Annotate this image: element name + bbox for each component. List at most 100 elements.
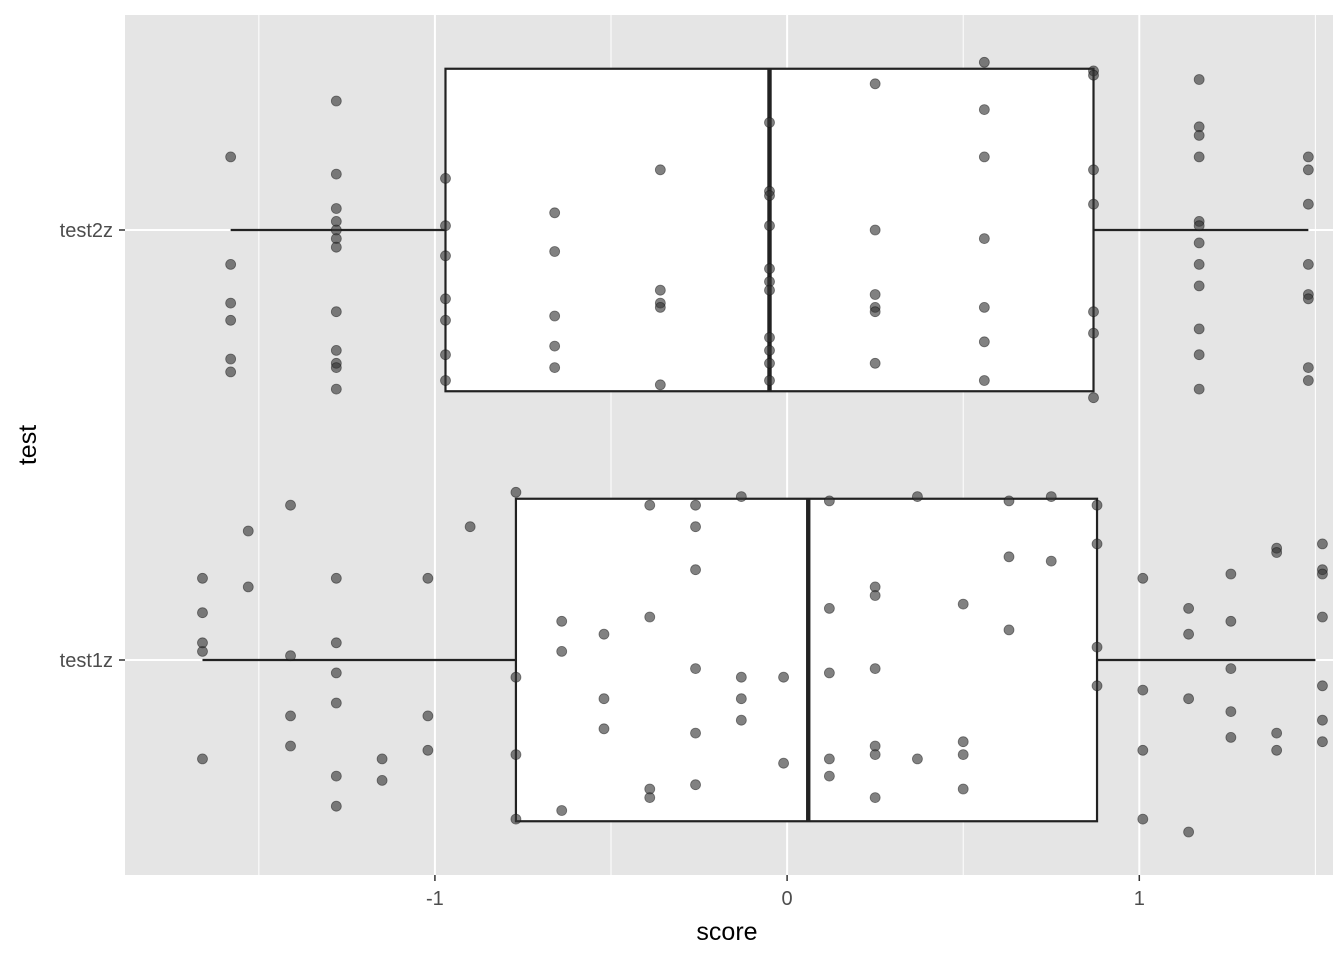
data-point (764, 375, 775, 386)
data-point (330, 697, 342, 709)
data-point (957, 749, 969, 760)
data-point (764, 332, 775, 343)
data-point (690, 663, 701, 674)
data-point (978, 151, 990, 163)
data-point (464, 521, 476, 533)
data-point (978, 375, 990, 386)
data-point (510, 671, 522, 683)
data-point (1193, 323, 1205, 335)
data-point (330, 572, 342, 584)
data-point (285, 499, 296, 511)
data-point (285, 710, 296, 722)
data-point (1193, 129, 1205, 141)
data-point (285, 740, 296, 752)
data-point (330, 344, 342, 356)
data-point (1003, 495, 1015, 507)
data-point (422, 572, 434, 584)
data-point (330, 306, 342, 318)
data-point (1225, 732, 1237, 743)
data-point (225, 297, 237, 309)
data-point (225, 314, 237, 326)
data-point (549, 362, 561, 374)
data-point (1302, 362, 1314, 374)
data-point (510, 813, 522, 825)
x-tick-label: 0 (782, 888, 793, 910)
data-point (1091, 538, 1103, 550)
data-point (690, 564, 701, 576)
data-point (1271, 727, 1283, 739)
data-point (556, 646, 568, 657)
data-point (422, 710, 434, 722)
data-point (912, 753, 923, 765)
data-point (376, 775, 388, 786)
data-point (778, 757, 789, 769)
data-point (823, 770, 835, 782)
x-tick-label: 1 (1134, 888, 1145, 910)
data-point (225, 353, 237, 365)
data-point (978, 301, 990, 313)
data-point (1225, 568, 1237, 580)
data-point (598, 723, 610, 735)
data-point (1088, 164, 1099, 176)
data-point (510, 749, 522, 760)
data-point (644, 499, 656, 511)
data-point (197, 753, 208, 765)
data-point (1302, 151, 1314, 163)
x-tick-label: -1 (426, 888, 444, 910)
data-point (778, 671, 789, 683)
data-point (1183, 826, 1195, 838)
data-point (549, 246, 561, 257)
data-point (330, 637, 342, 649)
data-point (1193, 383, 1205, 395)
axes: -1 0 1 test1z test2z (60, 220, 1145, 910)
data-point (440, 375, 451, 386)
data-point (869, 749, 881, 760)
data-point (1302, 375, 1314, 386)
data-point (823, 603, 835, 614)
data-point (330, 362, 342, 374)
data-point (978, 104, 990, 115)
data-point (1271, 547, 1283, 558)
data-point (978, 233, 990, 245)
data-point (242, 581, 254, 593)
data-point (556, 615, 568, 627)
data-point (549, 340, 561, 352)
data-point (1091, 680, 1103, 692)
data-point (1302, 198, 1314, 210)
x-axis-title: score (696, 918, 757, 946)
data-point (1183, 603, 1195, 614)
data-point (1225, 706, 1237, 717)
data-point (1088, 198, 1099, 210)
data-point (1045, 491, 1057, 503)
data-point (644, 792, 656, 803)
data-point (1193, 74, 1205, 85)
data-point (1317, 680, 1328, 692)
data-point (654, 164, 666, 176)
data-point (1271, 744, 1283, 756)
data-point (823, 753, 835, 765)
data-point (1088, 306, 1099, 318)
data-point (690, 727, 701, 739)
data-point (556, 805, 568, 816)
y-tick-label: test2z (60, 220, 113, 242)
data-point (957, 736, 969, 748)
data-point (869, 357, 881, 369)
data-point (330, 667, 342, 679)
data-point (1317, 611, 1328, 623)
data-point (764, 190, 775, 202)
data-point (1193, 258, 1205, 270)
data-point (1137, 813, 1149, 825)
data-point (440, 293, 451, 305)
data-point (1003, 624, 1015, 636)
data-point (1317, 736, 1328, 748)
data-point (1225, 615, 1237, 627)
data-point (440, 314, 451, 326)
data-point (690, 779, 701, 791)
data-point (869, 306, 881, 318)
data-point (197, 572, 208, 584)
data-point (1088, 392, 1099, 404)
data-point (197, 607, 208, 619)
data-point (1137, 744, 1149, 756)
data-point (285, 650, 296, 662)
